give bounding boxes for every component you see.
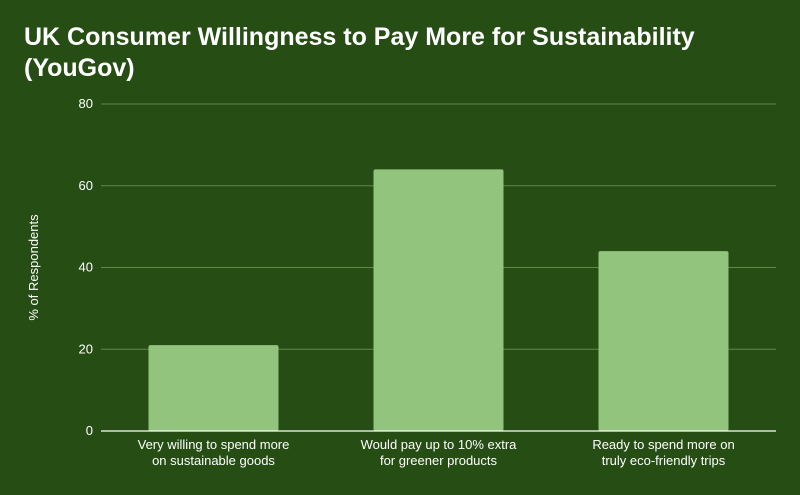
- bar: [148, 345, 279, 431]
- x-tick-label: truly eco-friendly trips: [602, 453, 726, 468]
- y-tick-label: 80: [79, 96, 93, 111]
- y-axis-title: % of Respondents: [26, 214, 41, 321]
- x-tick-label: on sustainable goods: [152, 453, 275, 468]
- y-tick-label: 0: [86, 423, 93, 438]
- y-tick-label: 20: [79, 341, 93, 356]
- x-tick-label: Would pay up to 10% extra: [361, 437, 518, 452]
- y-tick-label: 60: [79, 178, 93, 193]
- y-tick-label: 40: [79, 260, 93, 275]
- x-tick-label: for greener products: [380, 453, 498, 468]
- x-tick-label: Ready to spend more on: [592, 437, 734, 452]
- bar: [373, 169, 504, 431]
- bar: [598, 251, 729, 431]
- chart-title: UK Consumer Willingness to Pay More for …: [24, 23, 695, 82]
- x-tick-label: Very willing to spend more: [138, 437, 290, 452]
